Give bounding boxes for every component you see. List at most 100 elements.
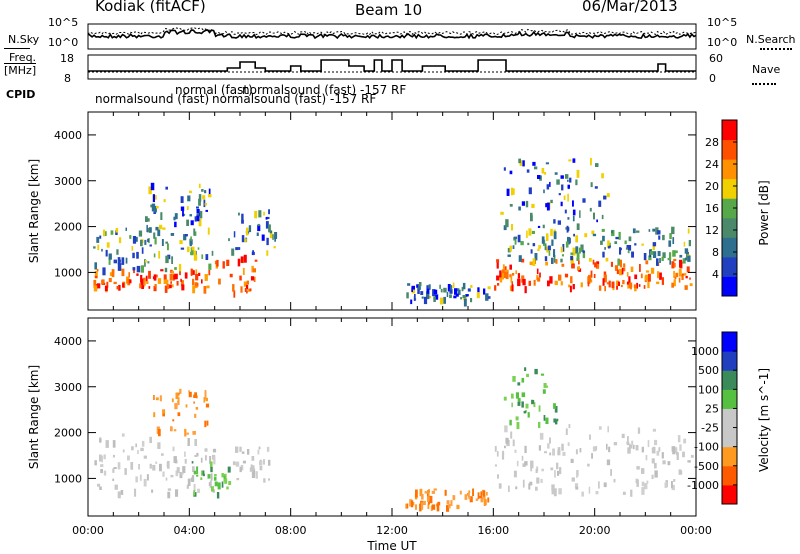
heat-cell (226, 486, 229, 490)
heat-cell (242, 267, 245, 275)
heat-cell (189, 190, 192, 194)
heat-cell (619, 268, 623, 276)
heat-cell (639, 264, 641, 272)
heat-cell (656, 450, 660, 456)
heat-cell (617, 281, 620, 286)
heat-cell (157, 278, 162, 284)
heat-cell (207, 474, 211, 479)
heat-cell (140, 239, 143, 247)
heat-cell (627, 250, 630, 254)
heat-cell (510, 431, 513, 439)
heat-cell (117, 286, 119, 290)
colorbar-segment (722, 332, 737, 352)
heat-cell (574, 483, 579, 488)
heat-cell (515, 486, 518, 490)
heat-cell (130, 462, 134, 470)
heat-cell (483, 495, 486, 500)
heat-cell (259, 460, 263, 466)
heat-cell (443, 296, 446, 304)
heat-cell (672, 446, 676, 455)
heat-cell (595, 163, 599, 167)
heat-cell (487, 286, 491, 290)
heat-cell (102, 267, 106, 276)
cpid-entry-2: normal (fast) (175, 83, 253, 97)
power-ylabel: Slant Range [km] (27, 159, 41, 263)
heat-cell (496, 275, 500, 281)
heat-cell (211, 250, 214, 256)
heat-cell (567, 227, 570, 232)
heat-cell (192, 250, 197, 255)
heat-cell (163, 274, 167, 280)
heat-cell (598, 481, 600, 489)
heat-cell (560, 258, 563, 263)
heat-cell (524, 445, 527, 454)
heat-cell (450, 285, 453, 290)
nave-legend-line (752, 83, 776, 85)
heat-cell (536, 466, 539, 472)
heat-cell (588, 486, 591, 494)
heat-cell (228, 481, 232, 485)
heat-cell (141, 440, 145, 447)
heat-cell (514, 237, 517, 245)
heat-cell (532, 258, 536, 266)
heat-cell (99, 486, 102, 490)
nsky-label: N.Sky (8, 33, 40, 46)
heat-cell (137, 449, 139, 455)
heat-cell (575, 246, 579, 254)
heat-cell (598, 426, 602, 430)
heat-cell (475, 498, 479, 501)
heat-cell (208, 482, 211, 487)
heat-cell (602, 251, 605, 258)
heat-cell (683, 273, 687, 276)
heat-cell (144, 239, 147, 245)
heat-cell (452, 495, 456, 501)
cpid-entry-3: normalsound (fast) -157 RF (212, 92, 377, 106)
heat-cell (429, 495, 433, 504)
heat-cell (274, 232, 278, 239)
heat-cell (480, 497, 484, 501)
heat-cell (672, 237, 675, 244)
heat-cell (521, 201, 525, 206)
colorbar-segment (722, 237, 737, 258)
heat-cell (455, 293, 459, 297)
velocity-yticks: 1000 2000 3000 4000 (54, 335, 696, 485)
heat-cell (179, 472, 183, 479)
heat-cell (153, 232, 156, 239)
heat-cell (128, 272, 130, 278)
heat-cell (235, 461, 240, 467)
heat-cell (636, 466, 640, 470)
heat-cell (235, 446, 239, 453)
heat-cell (661, 452, 664, 459)
heat-cell (516, 422, 520, 430)
heat-cell (568, 159, 572, 162)
heat-cell (205, 455, 207, 461)
heat-cell (175, 470, 179, 477)
heat-cell (155, 226, 159, 231)
heat-cell (116, 249, 119, 255)
heat-cell (657, 230, 661, 235)
heat-cell (203, 397, 206, 403)
heat-cell (105, 440, 109, 448)
heat-cell (560, 201, 563, 207)
heat-cell (218, 278, 221, 285)
heat-cell (619, 259, 622, 268)
heat-cell (553, 249, 556, 257)
heat-cell (201, 470, 204, 476)
heat-cell (553, 403, 556, 409)
heat-cell (167, 488, 172, 491)
heat-cell (645, 270, 650, 273)
colorbar-tick-label: 16 (705, 202, 719, 215)
heat-cell (517, 397, 521, 403)
heat-cell (659, 258, 661, 263)
heat-cell (250, 276, 254, 281)
heat-cell (269, 230, 273, 239)
heat-cell (581, 491, 584, 497)
heat-cell (503, 396, 507, 401)
heat-cell (243, 254, 247, 263)
colorbar-segment (722, 351, 737, 371)
heat-cell (678, 277, 681, 283)
heat-cell (430, 505, 433, 511)
heat-cell (203, 286, 207, 294)
